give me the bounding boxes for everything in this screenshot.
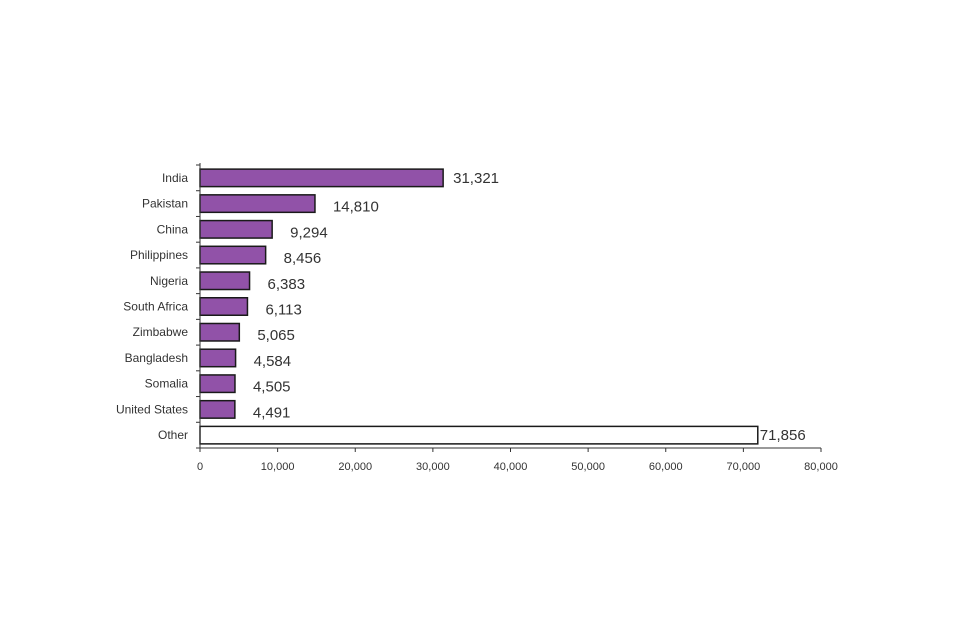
bar-south-africa (199, 297, 249, 316)
x-tick-label: 70,000 (727, 461, 761, 473)
category-label-zimbabwe: Zimbabwe (133, 325, 189, 339)
bar-nigeria (199, 271, 251, 291)
data-label-china: 9,294 (290, 224, 328, 241)
category-label-united-states: United States (116, 402, 188, 416)
x-tick-label: 50,000 (571, 461, 605, 473)
bar-bangladesh (199, 348, 237, 368)
x-tick-label: 20,000 (338, 461, 372, 473)
bar-united-states (199, 399, 236, 419)
data-label-bangladesh: 4,584 (254, 353, 292, 370)
data-label-zimbabwe: 5,065 (257, 327, 295, 344)
x-tick-label: 10,000 (261, 461, 295, 473)
bar-pakistan (199, 194, 316, 214)
data-label-other: 71,856 (760, 427, 806, 444)
x-tick-label: 60,000 (649, 461, 683, 473)
data-label-india: 31,321 (453, 170, 499, 187)
category-label-pakistan: Pakistan (142, 197, 188, 211)
x-tick-label: 0 (197, 461, 203, 473)
category-label-philippines: Philippines (130, 248, 188, 262)
category-label-other: Other (158, 428, 188, 442)
category-label-somalia: Somalia (145, 377, 189, 391)
bar-somalia (199, 374, 236, 394)
category-label-south-africa: South Africa (123, 300, 188, 314)
labels-layer: India 31,321 Pakistan 14,810 China 9,294 Phili… (116, 170, 806, 444)
category-label-india: India (162, 171, 188, 185)
bar-philippines (199, 245, 267, 265)
bar-india (199, 168, 444, 188)
category-label-nigeria: Nigeria (150, 274, 188, 288)
bar-china (199, 219, 273, 239)
x-tick-label: 30,000 (416, 461, 450, 473)
category-label-china: China (157, 222, 189, 236)
data-label-philippines: 8,456 (284, 250, 322, 267)
data-label-nigeria: 6,383 (268, 276, 306, 293)
x-tick-label: 80,000 (804, 461, 838, 473)
category-label-bangladesh: Bangladesh (125, 351, 188, 365)
data-label-united-states: 4,491 (253, 404, 291, 421)
data-label-pakistan: 14,810 (333, 199, 379, 216)
bar-zimbabwe (199, 322, 241, 342)
data-label-somalia: 4,505 (253, 379, 291, 396)
data-label-south-africa: 6,113 (265, 302, 301, 319)
axes-layer: 0 10,000 20,000 30,000 40,000 50,000 60,000 70,… (196, 163, 838, 473)
x-tick-label: 40,000 (494, 461, 528, 473)
bar-other (199, 425, 759, 445)
